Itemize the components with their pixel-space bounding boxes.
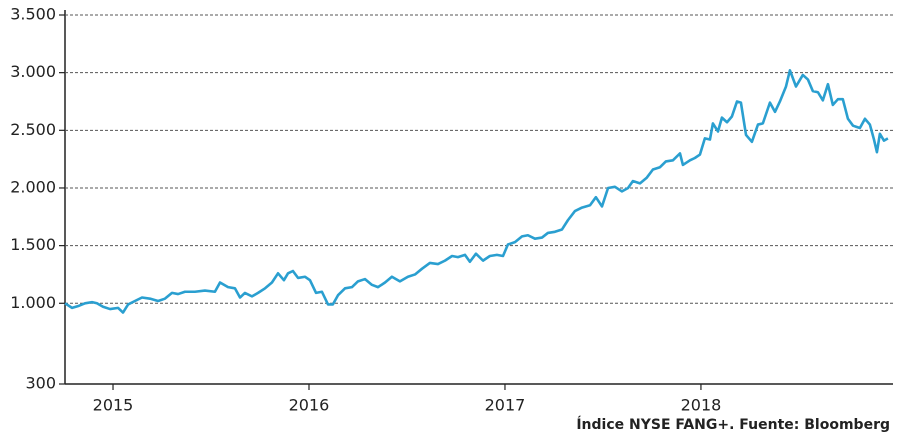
x-tick-label: 2015 [93,396,134,415]
x-tick-label: 2016 [289,396,330,415]
y-tick-label: 2.500 [10,120,56,139]
line-series [64,69,889,314]
source: Índice NYSE FANG+. Fuente: Bloomberg [576,416,890,433]
y-tick-label: 3.500 [10,5,56,24]
x-tick-label: 2018 [681,396,722,415]
y-tick-label: 3.000 [10,62,56,81]
y-tick-label: 1.000 [10,293,56,312]
y-tick-label: 300 [25,374,56,393]
x-tick-label: 2017 [485,396,526,415]
y-tick-label: 1.500 [10,235,56,254]
y-tick-label: 2.000 [10,177,56,196]
